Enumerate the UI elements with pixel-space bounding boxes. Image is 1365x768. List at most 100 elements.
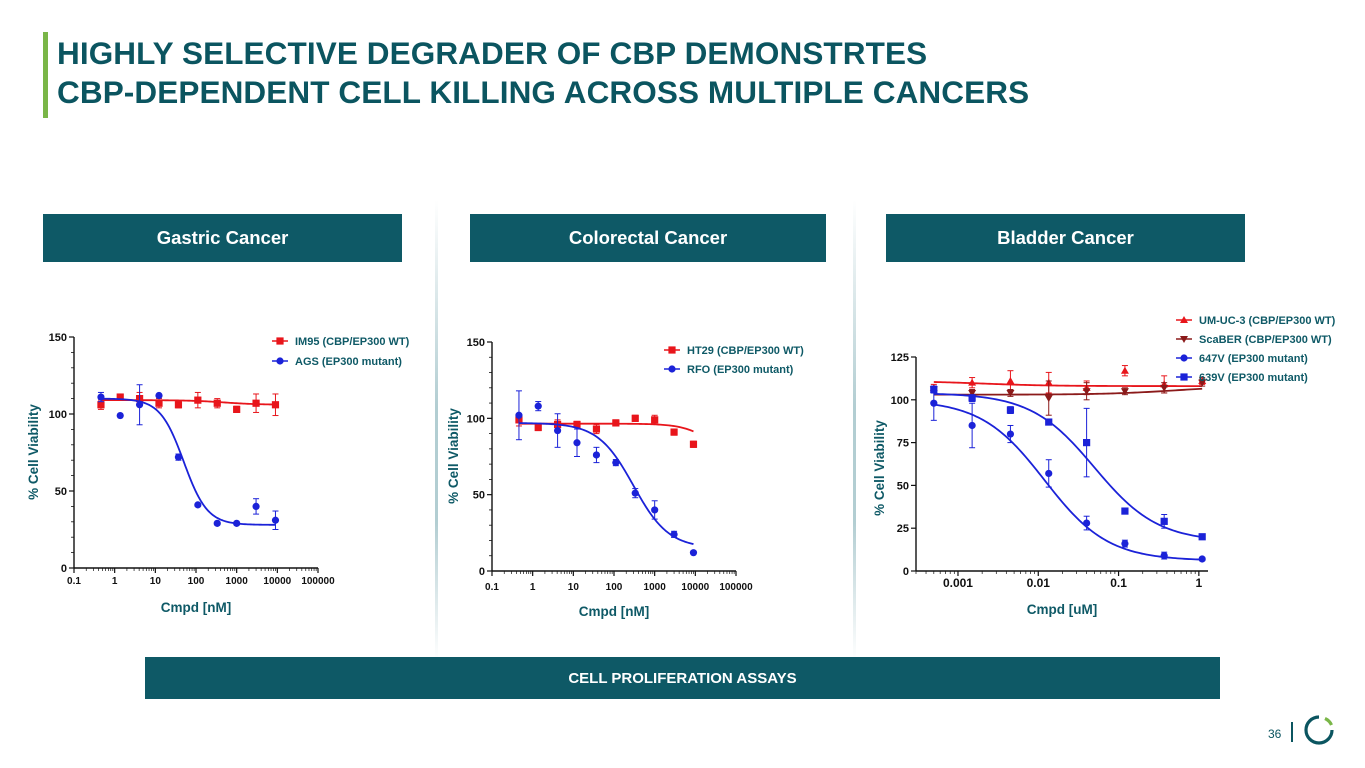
data-point (252, 502, 260, 510)
series-1: AGS (EP300 mutant) (97, 356, 402, 530)
data-point (553, 426, 562, 435)
page-title: HIGHLY SELECTIVE DEGRADER OF CBP DEMONST… (57, 34, 1029, 112)
footer-banner: CELL PROLIFERATION ASSAYS (145, 657, 1220, 699)
data-point (174, 453, 183, 461)
data-point (670, 428, 678, 436)
chart-1: 0 50 100 150 0.1 1 10 100 1000 10000 100000 Cmpd [n… (446, 337, 804, 619)
data-point (252, 399, 260, 407)
y-tick-label: 100 (467, 413, 485, 425)
data-point (1006, 376, 1015, 384)
legend-label: UM-UC-3 (CBP/EP300 WT) (1199, 315, 1336, 327)
data-point (1198, 533, 1206, 541)
data-point (194, 501, 202, 509)
y-tick-label: 100 (891, 395, 909, 407)
data-point (612, 419, 620, 427)
fit-curve (933, 387, 1203, 396)
data-point (1160, 384, 1169, 392)
y-tick-label: 25 (897, 523, 909, 535)
x-tick-label: 0.1 (485, 582, 499, 593)
data-point (155, 399, 163, 407)
data-point (689, 549, 698, 557)
legend-marker (1180, 336, 1188, 343)
y-tick-label: 50 (897, 480, 909, 492)
data-point (1160, 551, 1168, 560)
x-tick-label: 0.001 (943, 576, 973, 590)
data-point (968, 378, 977, 386)
legend-label: AGS (EP300 mutant) (295, 356, 402, 368)
y-tick-label: 0 (479, 566, 485, 578)
data-point (1006, 430, 1015, 438)
data-point (1198, 555, 1206, 563)
legend-marker (276, 357, 284, 365)
chart-2: 0 25 50 75 100 125 0.001 0.01 0.1 1 Cmpd [uM] % Cel… (872, 315, 1336, 617)
x-tick-label: 0.1 (1110, 576, 1127, 590)
series-1: RFO (EP300 mutant) (515, 364, 794, 557)
x-tick-label: 10 (568, 582, 580, 593)
fit-curve (518, 422, 694, 433)
y-tick-label: 75 (897, 438, 909, 450)
panel-header-colorectal: Colorectal Cancer (470, 214, 826, 262)
y-tick-label: 50 (473, 490, 485, 502)
x-tick-label: 100 (188, 576, 205, 587)
fit-curve (518, 422, 694, 545)
legend-marker (1180, 373, 1188, 381)
fit-curve (100, 397, 276, 526)
data-point (1044, 395, 1053, 403)
x-axis-label: Cmpd [nM] (161, 600, 231, 615)
legend-label: 639V (EP300 mutant) (1199, 372, 1308, 384)
x-tick-label: 1 (112, 576, 118, 587)
legend-marker (668, 346, 676, 354)
data-point (135, 401, 144, 409)
company-logo-icon (1304, 715, 1334, 745)
x-tick-label: 100000 (719, 582, 753, 593)
y-tick-label: 150 (49, 332, 67, 344)
data-point (155, 391, 163, 400)
page-number: 36 (1268, 727, 1282, 741)
data-point (968, 421, 976, 430)
data-point (612, 459, 620, 467)
fit-curve (933, 381, 1203, 387)
y-tick-label: 100 (49, 409, 67, 421)
page-number-divider (1291, 722, 1293, 742)
series-2: 647V (EP300 mutant) (930, 353, 1308, 563)
data-point (1045, 469, 1053, 478)
x-tick-label: 0.01 (1027, 576, 1051, 590)
x-tick-label: 10000 (681, 582, 709, 593)
legend-label: HT29 (CBP/EP300 WT) (687, 345, 804, 357)
fit-curve (933, 392, 1203, 538)
title-line-1: HIGHLY SELECTIVE DEGRADER OF CBP DEMONST… (57, 35, 928, 71)
data-point (271, 516, 280, 524)
legend-label: RFO (EP300 mutant) (687, 364, 794, 376)
x-tick-label: 10000 (263, 576, 291, 587)
x-tick-label: 1 (1196, 576, 1203, 590)
x-tick-label: 0.1 (67, 576, 81, 587)
y-tick-label: 125 (891, 352, 909, 364)
data-point (534, 402, 542, 410)
data-point (968, 394, 976, 402)
data-point (689, 440, 698, 448)
data-point (233, 405, 241, 413)
y-axis-label: % Cell Viability (26, 404, 41, 500)
y-axis-label: % Cell Viability (446, 408, 461, 504)
data-point (1198, 379, 1207, 387)
data-point (1121, 507, 1129, 515)
x-axis-label: Cmpd [nM] (579, 604, 649, 619)
data-point (651, 416, 659, 424)
legend-marker (668, 365, 676, 373)
x-tick-label: 1000 (226, 576, 249, 587)
data-point (1121, 540, 1129, 548)
x-axis-label: Cmpd [uM] (1027, 602, 1097, 617)
legend-marker (1180, 316, 1188, 323)
data-point (592, 425, 601, 433)
data-point (116, 393, 124, 401)
data-point (968, 389, 977, 397)
title-accent-bar (43, 32, 48, 118)
data-point (1160, 517, 1168, 525)
x-tick-label: 1 (530, 582, 536, 593)
data-point (1083, 439, 1091, 447)
data-point (930, 385, 938, 394)
panel-header-bladder: Bladder Cancer (886, 214, 1245, 262)
data-point (213, 399, 221, 407)
data-point (573, 439, 581, 447)
legend-label: ScaBER (CBP/EP300 WT) (1199, 334, 1332, 346)
